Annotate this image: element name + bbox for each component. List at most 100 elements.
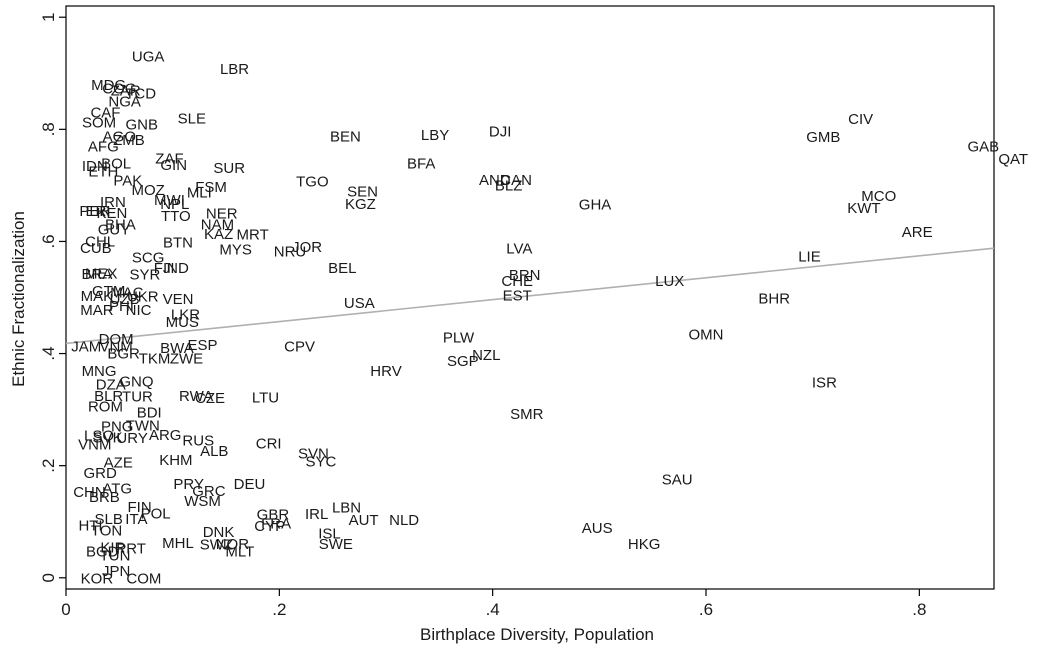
point-label: MAK [81, 288, 114, 305]
y-tick-label: .8 [39, 122, 58, 136]
point-label: ATG [102, 481, 132, 498]
y-tick-label: .6 [39, 234, 58, 248]
point-label: NPL [160, 196, 189, 213]
point-label: GNB [125, 116, 158, 133]
point-label: URY [116, 430, 147, 447]
point-label: CZE [195, 390, 225, 407]
point-label: AZE [104, 454, 133, 471]
point-label: CHE [501, 273, 533, 290]
point-label: ARG [149, 427, 182, 444]
point-label: AUS [582, 520, 613, 537]
point-label: SYR [130, 267, 161, 284]
x-tick-label: .2 [272, 600, 286, 619]
point-label: NGA [108, 93, 141, 110]
point-label: MHL [162, 535, 194, 552]
point-label: FSM [195, 179, 227, 196]
x-tick-label: .8 [912, 600, 926, 619]
point-label: KHM [159, 452, 192, 469]
point-label: GNQ [119, 374, 153, 391]
point-label: VEN [163, 291, 194, 308]
point-label: NIC [126, 302, 152, 319]
point-label: MLT [225, 543, 254, 560]
point-label: NOR [216, 536, 250, 553]
point-label: POL [141, 505, 171, 522]
x-axis: 0 .2 .4 .6 .8 [61, 589, 926, 619]
point-label: TON [91, 523, 122, 540]
point-label: BRN [509, 267, 541, 284]
point-label: ZAR [111, 83, 141, 100]
point-label: UZB [110, 291, 140, 308]
point-label: BHR [758, 291, 790, 308]
y-tick-label: .4 [39, 346, 58, 360]
point-label: ZWE [170, 351, 203, 368]
point-label: PLW [443, 329, 475, 346]
point-label: DJI [489, 124, 512, 141]
point-label: SLE [178, 111, 206, 128]
point-label: VNM [78, 436, 111, 453]
point-label: CPV [284, 338, 315, 355]
point-label: SYC [306, 454, 337, 471]
point-label: KWT [847, 200, 880, 217]
point-label: DOM [99, 331, 134, 348]
point-label: SLB [94, 511, 122, 528]
point-label: DNK [203, 524, 235, 541]
point-label: RWA [179, 388, 213, 405]
x-tick-label: .6 [699, 600, 713, 619]
point-label: PRY [173, 476, 204, 493]
point-label: OMN [689, 326, 724, 343]
point-label: SWE [319, 536, 353, 553]
point-label: LTU [252, 389, 279, 406]
x-axis-title: Birthplace Diversity, Population [420, 625, 654, 644]
point-label: ITA [125, 511, 147, 528]
point-label: ISL [318, 526, 341, 543]
point-label: PNG [101, 418, 134, 435]
point-label: VNM [99, 338, 132, 355]
point-label: BLR [94, 388, 123, 405]
point-label: ROM [88, 398, 123, 415]
point-label: LBY [421, 127, 449, 144]
point-label: QAT [998, 151, 1028, 168]
point-label: TTO [161, 208, 191, 225]
point-label: BTN [163, 235, 193, 252]
point-label: ESP [188, 337, 218, 354]
point-label: SWZ [200, 537, 233, 554]
point-label: ARE [902, 224, 933, 241]
point-label: BDI [137, 404, 162, 421]
point-label: JAM [71, 338, 101, 355]
point-label: CIV [848, 111, 873, 128]
y-tick-label: 0 [39, 573, 58, 582]
point-label: BWA [160, 340, 194, 357]
fit-line-layer [65, 247, 995, 345]
y-tick-label: .2 [39, 459, 58, 473]
point-label: TUR [122, 389, 153, 406]
point-label: WSM [184, 493, 221, 510]
point-label: SOM [82, 115, 116, 132]
point-label: BHA [105, 217, 136, 234]
point-label: KIR [100, 540, 125, 557]
y-axis-title: Ethnic Fractionalization [9, 211, 28, 387]
point-label: SGP [447, 353, 479, 370]
point-label: KEN [96, 205, 127, 222]
point-label: CHN [73, 484, 106, 501]
point-label: TCD [125, 85, 156, 102]
point-label: ZAF [155, 150, 183, 167]
point-label: TWN [126, 417, 160, 434]
point-label: GTM [92, 283, 125, 300]
point-label: SVK [93, 430, 123, 447]
point-label: DEU [234, 476, 266, 493]
point-label: MOZ [131, 182, 164, 199]
point-label: NZL [472, 347, 500, 364]
point-label: FIN [128, 499, 152, 516]
point-label: NAM [201, 217, 234, 234]
point-label: MLI [187, 185, 212, 202]
point-label: FJI [154, 260, 175, 277]
point-label: BRB [89, 489, 120, 506]
point-label: ERI [85, 203, 110, 220]
point-label: BGR [107, 346, 140, 363]
point-label: BLZ [495, 177, 523, 194]
point-label: CAN [500, 172, 532, 189]
point-label: SMR [510, 406, 544, 423]
point-label: TUN [100, 547, 131, 564]
